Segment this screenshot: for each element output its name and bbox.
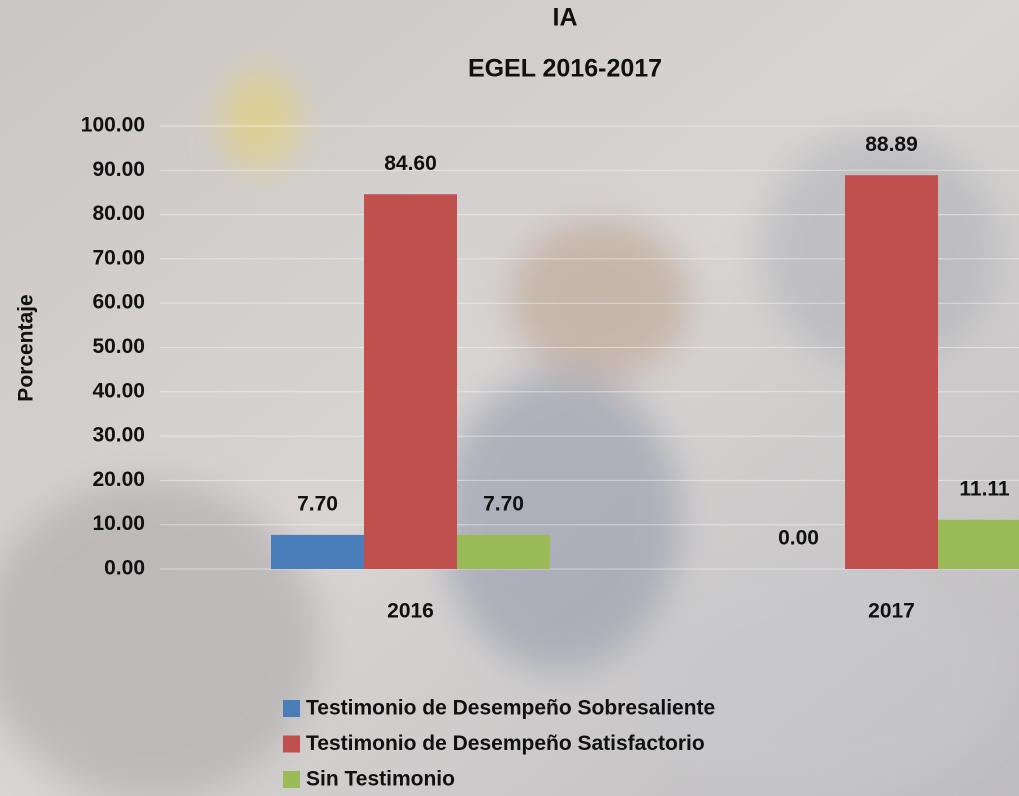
bar <box>364 194 457 570</box>
legend-label: Testimonio de Desempeño Sobresaliente <box>306 697 715 720</box>
y-tick-label: 10.00 <box>92 512 145 535</box>
y-tick-label: 20.00 <box>92 468 145 491</box>
chart-subtitle: EGEL 2016-2017 <box>468 55 662 83</box>
value-label: 84.60 <box>384 152 437 175</box>
y-tick-label: 30.00 <box>92 424 145 447</box>
y-tick-label: 60.00 <box>92 291 145 314</box>
y-tick-label: 90.00 <box>92 158 145 181</box>
legend-label: Testimonio de Desempeño Satisfactorio <box>306 732 705 755</box>
y-tick-label: 40.00 <box>92 379 145 402</box>
value-label: 0.00 <box>778 527 819 550</box>
y-tick-label: 50.00 <box>92 335 145 358</box>
bar <box>845 175 938 570</box>
legend-swatch <box>283 700 300 717</box>
y-tick-label: 80.00 <box>92 202 145 225</box>
value-label: 88.89 <box>865 133 918 156</box>
legend-label: Sin Testimonio <box>306 768 455 791</box>
x-tick-label: 2017 <box>868 600 915 623</box>
value-label: 7.70 <box>297 492 338 515</box>
bar <box>938 519 1019 569</box>
legend-swatch <box>283 735 300 753</box>
chart-title: IA <box>553 4 578 32</box>
y-tick-label: 0.00 <box>104 557 145 580</box>
bar <box>457 534 550 569</box>
value-label: 7.70 <box>483 492 524 515</box>
x-tick-label: 2016 <box>387 600 434 623</box>
value-label: 11.11 <box>959 477 1010 500</box>
y-tick-label: 100.00 <box>81 114 145 137</box>
y-axis-label: Porcentaje <box>15 294 38 401</box>
y-tick-label: 70.00 <box>92 246 145 269</box>
bar <box>271 534 364 569</box>
legend-swatch <box>283 771 300 788</box>
